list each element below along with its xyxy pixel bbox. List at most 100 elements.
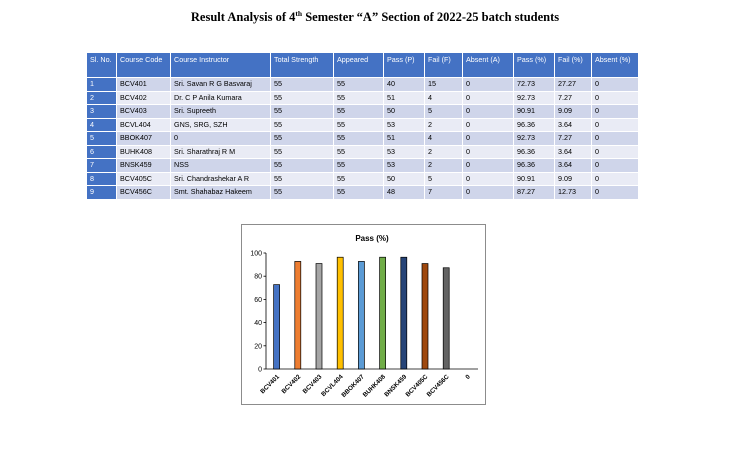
table-cell: 0: [462, 158, 514, 173]
bar: [358, 261, 365, 370]
table-cell: GNS, SRG, SZH: [170, 117, 271, 132]
x-tick-label: 0: [464, 373, 472, 381]
table-cell: BCV401: [116, 77, 171, 92]
title-suffix: Semester “A” Section of 2022-25 batch st…: [302, 10, 560, 24]
table-cell: NSS: [170, 158, 271, 173]
table-cell: 15: [424, 77, 463, 92]
table-body: 1 BCV401 Sri. Savan R G Basvaraj 55 55 40 15 0 7…: [86, 77, 639, 200]
table-cell: 53: [383, 117, 425, 132]
bar: [294, 261, 302, 370]
table-cell: 55: [333, 131, 384, 146]
column-header: Course Instructor: [170, 52, 271, 78]
table-cell: 50: [383, 171, 425, 186]
bar: [400, 256, 408, 370]
table-cell: 9.09: [554, 104, 592, 119]
x-tick-label: BCV401: [259, 373, 281, 395]
table-cell: 96.36: [513, 117, 555, 132]
table-cell: 92.73: [513, 90, 555, 105]
y-tick-label: 20: [254, 343, 262, 350]
table-cell: Sri. Chandrashekar A R: [170, 171, 271, 186]
table-cell: 0: [591, 171, 639, 186]
x-tick-label: BCV402: [280, 373, 302, 395]
column-header: Total Strength: [270, 52, 334, 78]
table-cell: 0: [591, 104, 639, 119]
y-tick-label: 40: [254, 320, 262, 327]
table-cell: 7.27: [554, 131, 592, 146]
table-cell: 3.64: [554, 144, 592, 159]
serial-number-cell: 3: [86, 104, 117, 119]
bar: [421, 263, 429, 370]
table-cell: 55: [333, 90, 384, 105]
table-cell: 0: [591, 185, 639, 200]
table-cell: 2: [424, 144, 463, 159]
table-cell: 4: [424, 90, 463, 105]
serial-number-cell: 6: [86, 144, 117, 159]
table-cell: 51: [383, 131, 425, 146]
page-title: Result Analysis of 4th Semester “A” Sect…: [0, 9, 750, 25]
table-cell: 72.73: [513, 77, 555, 92]
table-cell: 92.73: [513, 131, 555, 146]
table-row: 7 BNSK459 NSS 55 55 53 2 0 96.36 3.64 0: [86, 158, 639, 173]
table-cell: 0: [462, 117, 514, 132]
table-cell: 55: [270, 90, 334, 105]
table-header-row: Sl. No. Course Code Course Instructor Total…: [86, 52, 639, 78]
pass-percentage-chart: Pass (%) 0 20 40 60 80 100 BCV401 BCV402 BCV403 BC…: [241, 224, 486, 405]
table-cell: 0: [591, 158, 639, 173]
table-cell: 27.27: [554, 77, 592, 92]
table-cell: Sri. Sharathraj R M: [170, 144, 271, 159]
table-cell: BCV403: [116, 104, 171, 119]
table-cell: BNSK459: [116, 158, 171, 173]
table-cell: Sri. Savan R G Basvaraj: [170, 77, 271, 92]
table-cell: Sri. Supreeth: [170, 104, 271, 119]
table-row: 9 BCV456C Smt. Shahabaz Hakeem 55 55 48 7 0 87.2…: [86, 185, 639, 200]
table-cell: 0: [462, 77, 514, 92]
table-cell: 55: [270, 131, 334, 146]
table-cell: 40: [383, 77, 425, 92]
table-cell: 55: [270, 104, 334, 119]
y-tick-label: 0: [258, 367, 262, 374]
table-cell: 12.73: [554, 185, 592, 200]
table-cell: 0: [591, 131, 639, 146]
table-cell: 96.36: [513, 144, 555, 159]
serial-number-cell: 7: [86, 158, 117, 173]
table-cell: 2: [424, 117, 463, 132]
table-cell: 55: [270, 117, 334, 132]
y-tick-label: 60: [254, 297, 262, 304]
table-cell: 55: [270, 171, 334, 186]
table-cell: 55: [270, 77, 334, 92]
y-tick-label: 80: [254, 274, 262, 281]
table-cell: 0: [462, 185, 514, 200]
table-cell: 96.36: [513, 158, 555, 173]
table-cell: 55: [333, 144, 384, 159]
bar: [315, 263, 323, 370]
table-cell: 55: [333, 158, 384, 173]
table-cell: 9.09: [554, 171, 592, 186]
table-row: 2 BCV402 Dr. C P Anila Kumara 55 55 51 4 0 92.73…: [86, 90, 639, 105]
table-row: 1 BCV401 Sri. Savan R G Basvaraj 55 55 40 15 0 7…: [86, 77, 639, 92]
column-header: Sl. No.: [86, 52, 117, 78]
table-cell: 55: [333, 77, 384, 92]
title-superscript: th: [295, 9, 303, 18]
table-cell: 55: [333, 104, 384, 119]
table-cell: 7.27: [554, 90, 592, 105]
table-cell: BUHK408: [116, 144, 171, 159]
table-cell: 50: [383, 104, 425, 119]
table-cell: BBOK407: [116, 131, 171, 146]
table-cell: BCV456C: [116, 185, 171, 200]
column-header: Fail (%): [554, 52, 592, 78]
bar: [379, 256, 386, 370]
table-cell: 0: [462, 144, 514, 159]
serial-number-cell: 2: [86, 90, 117, 105]
table-cell: 53: [383, 144, 425, 159]
column-header: Absent (A): [462, 52, 514, 78]
table-cell: 55: [270, 144, 334, 159]
table-cell: 55: [333, 117, 384, 132]
table-cell: BCV405C: [116, 171, 171, 186]
table-cell: 55: [333, 185, 384, 200]
serial-number-cell: 8: [86, 171, 117, 186]
table-cell: 55: [270, 158, 334, 173]
serial-number-cell: 1: [86, 77, 117, 92]
title-prefix: Result Analysis of 4: [190, 10, 296, 24]
table-cell: Dr. C P Anila Kumara: [170, 90, 271, 105]
